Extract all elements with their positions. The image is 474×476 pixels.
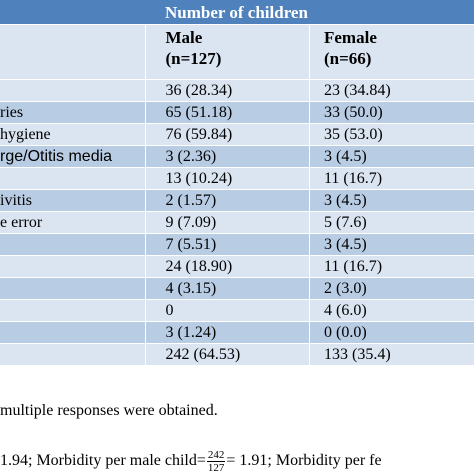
male-header: Male (n=127) bbox=[145, 25, 310, 80]
fraction-numerator: 242 bbox=[207, 449, 226, 462]
table-footnote: multiple responses were obtained. bbox=[0, 402, 218, 420]
header-empty-cell bbox=[0, 25, 145, 80]
table-header-group-row: Number of children bbox=[0, 0, 474, 25]
male-count-cell: 3 (1.24) bbox=[145, 322, 310, 344]
female-count-cell: 35 (53.0) bbox=[310, 124, 474, 146]
formula-part-3: fe bbox=[369, 452, 381, 470]
table-row: rge/Otitis media 3 (2.36) 3 (4.5) bbox=[0, 146, 474, 168]
condition-cell bbox=[0, 300, 145, 322]
condition-cell bbox=[0, 278, 145, 300]
condition-cell: e error bbox=[0, 212, 145, 234]
condition-cell: ivitis bbox=[0, 190, 145, 212]
male-count-cell: 76 (59.84) bbox=[145, 124, 310, 146]
male-count-cell: 4 (3.15) bbox=[145, 278, 310, 300]
female-count-cell: 0 (0.0) bbox=[310, 322, 474, 344]
female-header-label: Female bbox=[324, 27, 474, 48]
condition-cell bbox=[0, 256, 145, 278]
table-header-row: Male (n=127) Female (n=66) bbox=[0, 25, 474, 80]
table-row: 242 (64.53) 133 (35.4) bbox=[0, 344, 474, 366]
table-row: 3 (1.24) 0 (0.0) bbox=[0, 322, 474, 344]
male-count-cell: 24 (18.90) bbox=[145, 256, 310, 278]
female-count-cell: 11 (16.7) bbox=[310, 256, 474, 278]
condition-cell: ries bbox=[0, 102, 145, 124]
condition-cell bbox=[0, 234, 145, 256]
female-count-cell: 133 (35.4) bbox=[310, 344, 474, 366]
female-count-cell: 23 (34.84) bbox=[310, 80, 474, 102]
formula-part-1: 1.94; Morbidity per male child= bbox=[0, 452, 206, 470]
female-count-cell: 11 (16.7) bbox=[310, 168, 474, 190]
table-row: 24 (18.90) 11 (16.7) bbox=[0, 256, 474, 278]
table-row: e error 9 (7.09) 5 (7.6) bbox=[0, 212, 474, 234]
male-count-cell: 65 (51.18) bbox=[145, 102, 310, 124]
condition-cell bbox=[0, 344, 145, 366]
female-count-cell: 5 (7.6) bbox=[310, 212, 474, 234]
condition-cell bbox=[0, 322, 145, 344]
male-count-cell: 3 (2.36) bbox=[145, 146, 310, 168]
male-count-cell: 2 (1.57) bbox=[145, 190, 310, 212]
female-count-cell: 3 (4.5) bbox=[310, 146, 474, 168]
table-row: 0 4 (6.0) bbox=[0, 300, 474, 322]
female-header-n: (n=66) bbox=[324, 48, 474, 69]
male-header-n: (n=127) bbox=[166, 48, 310, 69]
formula-fraction: 242 127 bbox=[207, 449, 226, 474]
condition-cell: rge/Otitis media bbox=[0, 146, 145, 168]
table-row: ivitis 2 (1.57) 3 (4.5) bbox=[0, 190, 474, 212]
fraction-denominator: 127 bbox=[207, 462, 226, 474]
male-count-cell: 13 (10.24) bbox=[145, 168, 310, 190]
female-count-cell: 3 (4.5) bbox=[310, 234, 474, 256]
table-row: 36 (28.34) 23 (34.84) bbox=[0, 80, 474, 102]
table-row: 7 (5.51) 3 (4.5) bbox=[0, 234, 474, 256]
male-header-label: Male bbox=[166, 27, 310, 48]
condition-cell bbox=[0, 80, 145, 102]
morbidity-table: Number of children Male (n=127) Female (… bbox=[0, 0, 474, 366]
group-header: Number of children bbox=[145, 0, 474, 25]
header-empty-cell bbox=[0, 0, 145, 25]
female-count-cell: 2 (3.0) bbox=[310, 278, 474, 300]
morbidity-formula: 1.94; Morbidity per male child= 242 127 … bbox=[0, 446, 382, 476]
table-row: 13 (10.24) 11 (16.7) bbox=[0, 168, 474, 190]
female-count-cell: 3 (4.5) bbox=[310, 190, 474, 212]
male-count-cell: 36 (28.34) bbox=[145, 80, 310, 102]
formula-part-2: = 1.91; Morbidity per bbox=[226, 452, 365, 470]
female-header: Female (n=66) bbox=[310, 25, 474, 80]
condition-cell bbox=[0, 168, 145, 190]
table-row: ries 65 (51.18) 33 (50.0) bbox=[0, 102, 474, 124]
table-row: 4 (3.15) 2 (3.0) bbox=[0, 278, 474, 300]
condition-cell: hygiene bbox=[0, 124, 145, 146]
female-count-cell: 4 (6.0) bbox=[310, 300, 474, 322]
male-count-cell: 0 bbox=[145, 300, 310, 322]
table-row: hygiene 76 (59.84) 35 (53.0) bbox=[0, 124, 474, 146]
male-count-cell: 242 (64.53) bbox=[145, 344, 310, 366]
female-count-cell: 33 (50.0) bbox=[310, 102, 474, 124]
male-count-cell: 9 (7.09) bbox=[145, 212, 310, 234]
male-count-cell: 7 (5.51) bbox=[145, 234, 310, 256]
